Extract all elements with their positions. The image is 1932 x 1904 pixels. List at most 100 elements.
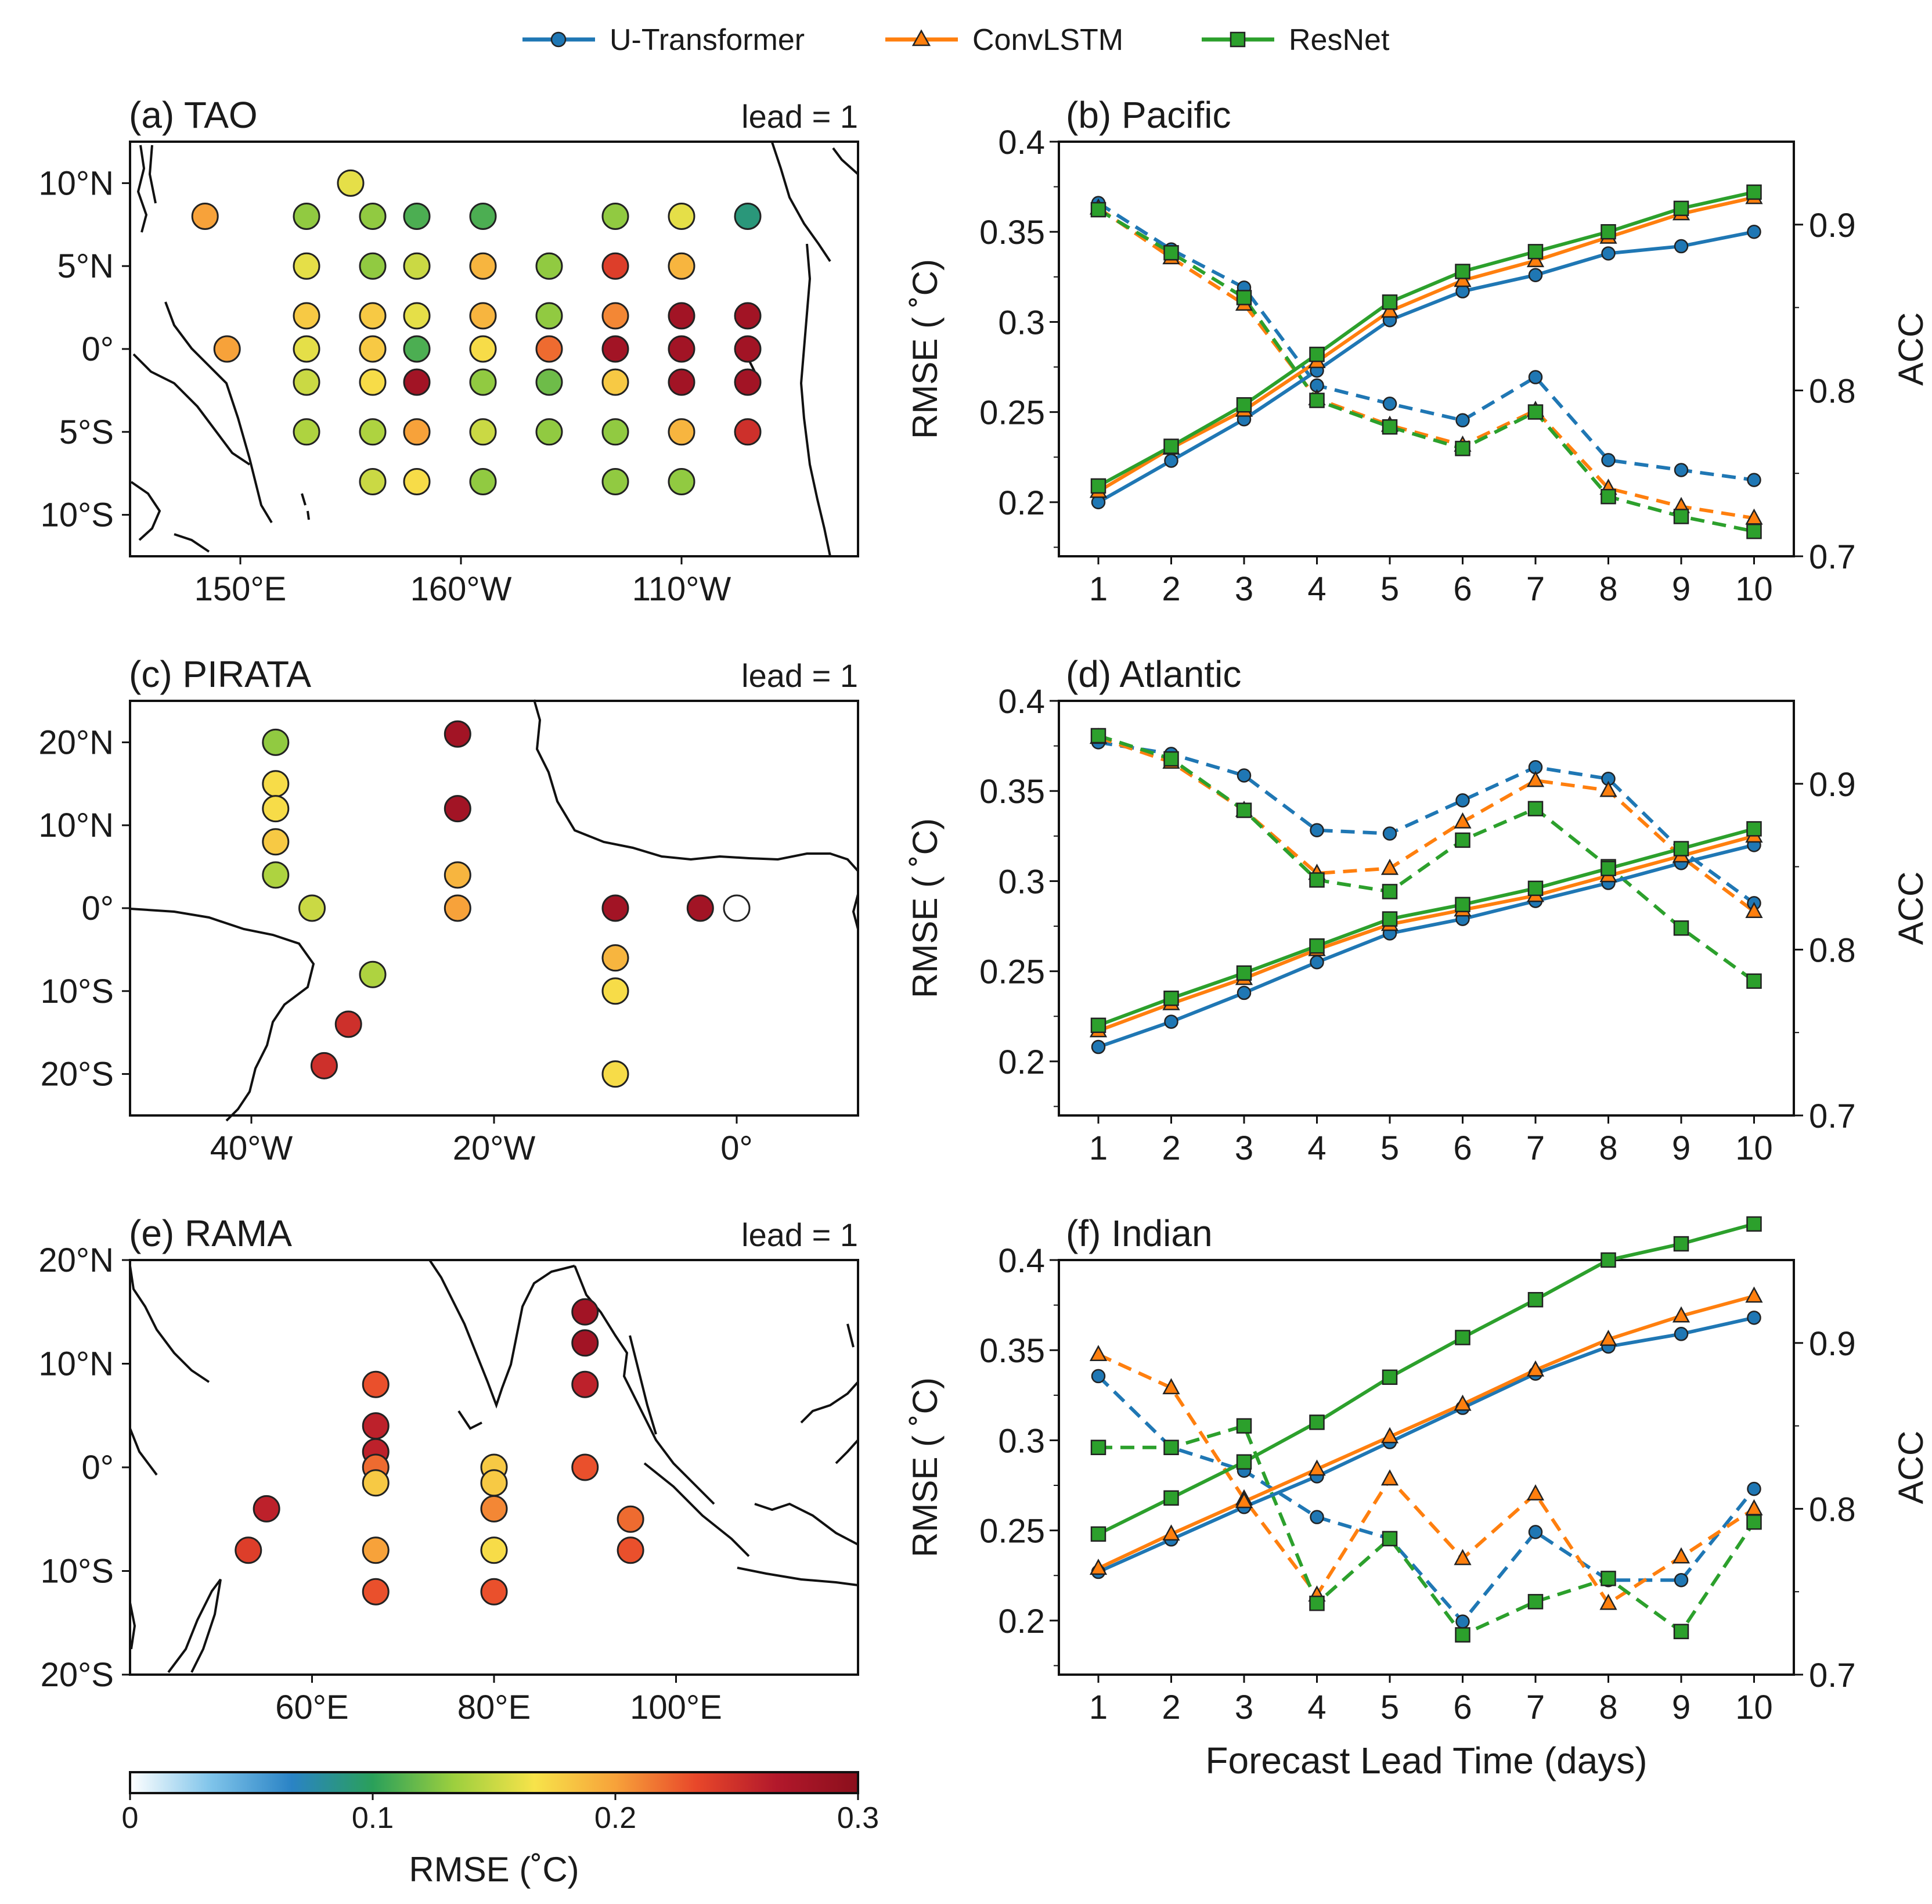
- acc-point-u-transformer: [1382, 826, 1397, 841]
- panel-d-atlantic-chart: (d) Atlantic 0.4 0.35 0.3 0.25 0.2 0.9 0.8 0.7 1…: [906, 653, 1930, 1167]
- map-ytick-label-2: 0°: [82, 330, 114, 368]
- acc-point-u-transformer: [1674, 463, 1689, 477]
- rmse-point-resnet: [1309, 1414, 1325, 1430]
- station-marker: [668, 335, 695, 363]
- rmse-point-convlstm: [1235, 1492, 1253, 1509]
- xtick-label: 3: [1235, 1689, 1253, 1726]
- map-ytick-label-3: 10°S: [41, 1553, 114, 1590]
- rmse-point-resnet: [1309, 347, 1325, 362]
- acc-point-convlstm: [1454, 812, 1472, 829]
- ytick-label: 0.3: [998, 304, 1045, 341]
- legend-entry-u-transformer: U-Transformer: [522, 23, 805, 57]
- legend-label-resnet: ResNet: [1289, 23, 1390, 57]
- ytick-label: 0.35: [979, 773, 1045, 811]
- station-marker: [469, 335, 497, 363]
- rmse-line-u-transformer: [1098, 843, 1755, 1049]
- acc-point-resnet: [1090, 1439, 1106, 1455]
- rmse-point-resnet: [1673, 1236, 1689, 1252]
- station-marker: [403, 467, 431, 495]
- ytick-label: 0.4: [998, 1242, 1045, 1280]
- acc-point-resnet: [1382, 419, 1398, 435]
- station-marker: [293, 252, 320, 280]
- rmse-point-resnet: [1090, 478, 1106, 494]
- rmse-point-convlstm: [1454, 271, 1472, 287]
- colorbar-tick-3: 0.3: [837, 1801, 879, 1835]
- station-marker: [668, 368, 695, 396]
- legend-label-convlstm: ConvLSTM: [972, 23, 1123, 57]
- station-marker: [668, 252, 695, 280]
- acc-point-resnet: [1236, 802, 1252, 818]
- map-ytick-label-4: 20°S: [41, 1056, 114, 1093]
- acc-line-convlstm: [1097, 1353, 1756, 1606]
- rmse-point-resnet: [1601, 1252, 1616, 1268]
- map-xtick-label-2: 110°W: [632, 570, 731, 608]
- xtick-label: 4: [1307, 570, 1326, 608]
- station-marker: [403, 418, 431, 446]
- map-xtick-label-0: 40°W: [210, 1129, 293, 1167]
- map-ytick-label-0: 10°N: [38, 164, 114, 202]
- acc-point-convlstm: [1089, 1345, 1108, 1362]
- station-marker: [403, 252, 431, 280]
- station-marker: [571, 1453, 599, 1481]
- acc-line-resnet: [1098, 734, 1756, 983]
- station-marker: [668, 418, 695, 446]
- xtick-label: 9: [1672, 1129, 1690, 1167]
- station-marker: [601, 335, 629, 363]
- panel-c-title: (c) PIRATA: [129, 653, 311, 695]
- acc-point-convlstm: [1526, 771, 1545, 787]
- station-marker: [480, 1578, 508, 1606]
- station-marker: [362, 1469, 390, 1497]
- ylabel: RMSE ( ˚C): [906, 259, 945, 439]
- xtick-label: 4: [1307, 1129, 1326, 1167]
- acc-point-u-transformer: [1528, 370, 1543, 384]
- rmse-point-resnet: [1746, 1216, 1762, 1232]
- station-marker: [480, 1536, 508, 1564]
- station-marker: [235, 1536, 262, 1564]
- station-marker: [469, 252, 497, 280]
- rmse-point-convlstm: [1526, 1360, 1545, 1377]
- map-xtick-label-1: 160°W: [410, 570, 512, 608]
- rmse-point-resnet: [1746, 184, 1762, 200]
- station-marker: [734, 335, 762, 363]
- station-marker: [293, 368, 320, 396]
- rmse-point-resnet: [1601, 861, 1616, 876]
- acc-point-resnet: [1236, 290, 1252, 305]
- station-marker: [601, 302, 629, 330]
- station-marker: [535, 252, 563, 280]
- rmse-line-convlstm: [1097, 196, 1755, 493]
- panel-e-annotation: lead = 1: [741, 1216, 858, 1253]
- acc-point-convlstm: [1380, 858, 1399, 875]
- acc-point-convlstm: [1599, 780, 1617, 797]
- panel-a-tao-map: (a) TAO lead = 1 10°N 5°N 0° 5°S 10°S 150°E 16…: [38, 94, 859, 608]
- acc-point-u-transformer: [1091, 1369, 1106, 1384]
- rmse-point-resnet: [1163, 438, 1179, 454]
- acc-point-resnet: [1601, 1571, 1616, 1586]
- xtick-label: 5: [1380, 570, 1399, 608]
- y2label: ACC: [1891, 872, 1930, 945]
- map-xtick-label-2: 0°: [720, 1129, 752, 1167]
- station-marker: [601, 977, 629, 1005]
- xtick-label: 9: [1672, 1689, 1690, 1726]
- station-marker: [668, 203, 695, 231]
- acc-point-u-transformer: [1747, 473, 1761, 487]
- station-marker: [359, 368, 387, 396]
- station-marker: [334, 1010, 362, 1038]
- rmse-point-resnet: [1527, 1292, 1544, 1308]
- acc-point-u-transformer: [1528, 1525, 1543, 1539]
- station-marker: [469, 203, 497, 231]
- acc-point-u-transformer: [1310, 1510, 1324, 1524]
- map-ytick-label-1: 5°N: [57, 247, 114, 285]
- station-marker: [480, 1469, 508, 1497]
- station-marker: [362, 1578, 390, 1606]
- rmse-point-u-transformer: [1747, 224, 1761, 239]
- ylabel: RMSE ( ˚C): [906, 818, 945, 998]
- station-marker: [571, 1298, 599, 1326]
- acc-point-convlstm: [1745, 902, 1763, 918]
- station-marker: [617, 1536, 644, 1564]
- station-marker: [734, 418, 762, 446]
- ytick-label: 0.25: [979, 1513, 1045, 1550]
- y2tick-label: 0.8: [1809, 1491, 1856, 1528]
- rmse-point-convlstm: [1599, 1329, 1617, 1346]
- rmse-point-convlstm: [1380, 1427, 1399, 1444]
